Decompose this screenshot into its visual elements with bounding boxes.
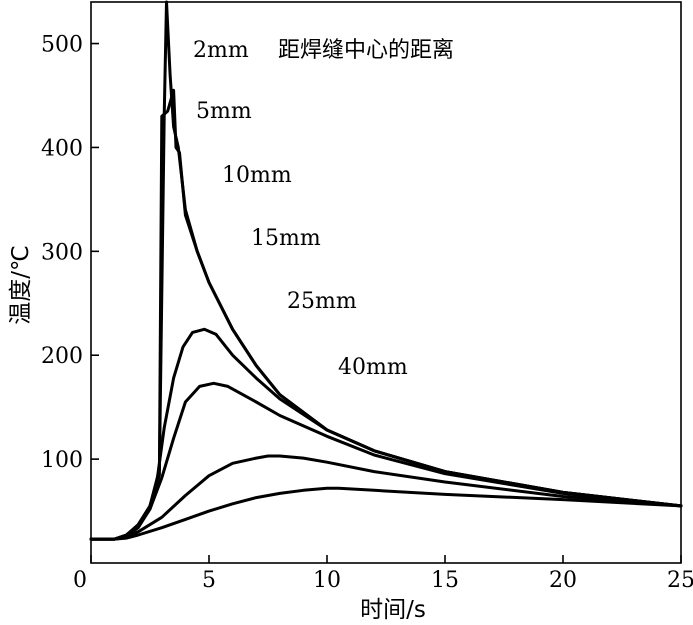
series-line-5mm	[89, 88, 683, 541]
x-tick-label: 20	[549, 568, 577, 593]
plot-frame	[90, 1, 682, 564]
y-tick-label: 200	[41, 344, 83, 369]
series-line-25mm	[89, 454, 683, 541]
x-axis-title: 时间/s	[360, 597, 426, 623]
series-label-5mm: 5mm	[196, 99, 252, 124]
legend-title: 距焊缝中心的距离	[278, 38, 454, 63]
axis-ticks: 0 5 10 15 20 25 100 200 300 400 500	[41, 33, 693, 593]
y-tick-label: 500	[41, 33, 83, 58]
y-tick-label: 100	[41, 448, 83, 473]
y-axis-title: 温度/℃	[8, 245, 34, 325]
x-tick-label: 0	[73, 568, 87, 593]
x-tick-label: 25	[667, 568, 693, 593]
x-tick-label: 5	[202, 568, 216, 593]
series-label-2mm: 2mm	[193, 38, 249, 63]
series-label-10mm: 10mm	[222, 163, 292, 188]
x-tick-label: 10	[313, 568, 341, 593]
x-tick-label: 15	[431, 568, 459, 593]
y-tick-label: 400	[41, 136, 83, 161]
series-label-40mm: 40mm	[338, 355, 408, 380]
series-curves	[89, 0, 683, 541]
series-label-25mm: 25mm	[287, 289, 357, 314]
series-line-40mm	[89, 486, 683, 541]
y-tick-label: 300	[41, 240, 83, 265]
series-label-15mm: 15mm	[251, 226, 321, 251]
series-line-15mm	[89, 381, 683, 541]
